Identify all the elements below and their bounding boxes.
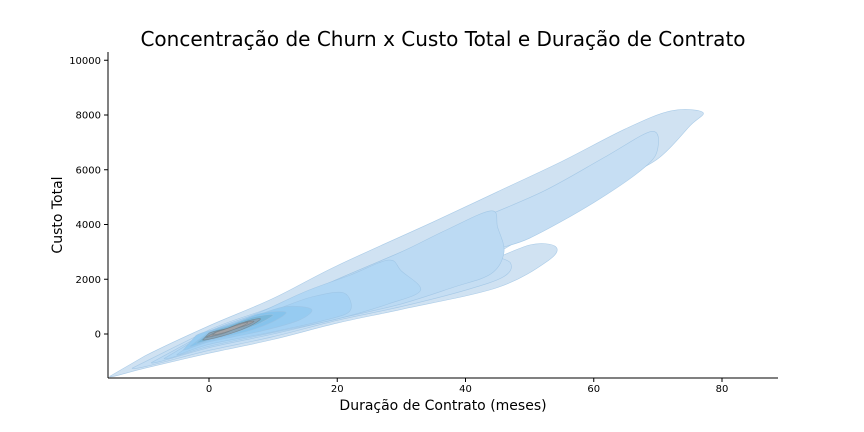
x-tick-label: 40 [459, 384, 472, 395]
x-tick-label: 80 [716, 384, 729, 395]
y-axis-label: Custo Total [50, 176, 66, 253]
y-tick-label: 6000 [76, 165, 101, 176]
density-level-11 [211, 322, 249, 336]
density-contours [109, 109, 704, 378]
chart-title: Concentração de Churn x Custo Total e Du… [140, 27, 745, 51]
x-axis-ticks: 0 20 40 60 80 [206, 378, 729, 395]
y-tick-label: 8000 [76, 111, 101, 122]
x-tick-label: 20 [331, 384, 344, 395]
x-tick-label: 60 [587, 384, 600, 395]
y-tick-label: 4000 [76, 220, 101, 231]
x-tick-label: 0 [206, 384, 212, 395]
y-tick-label: 10000 [69, 56, 101, 67]
x-axis-label: Duração de Contrato (meses) [339, 398, 546, 414]
y-tick-label: 2000 [76, 275, 101, 286]
y-tick-label: 0 [95, 330, 101, 341]
y-axis-ticks: 0 2000 4000 6000 8000 10000 [69, 56, 108, 341]
